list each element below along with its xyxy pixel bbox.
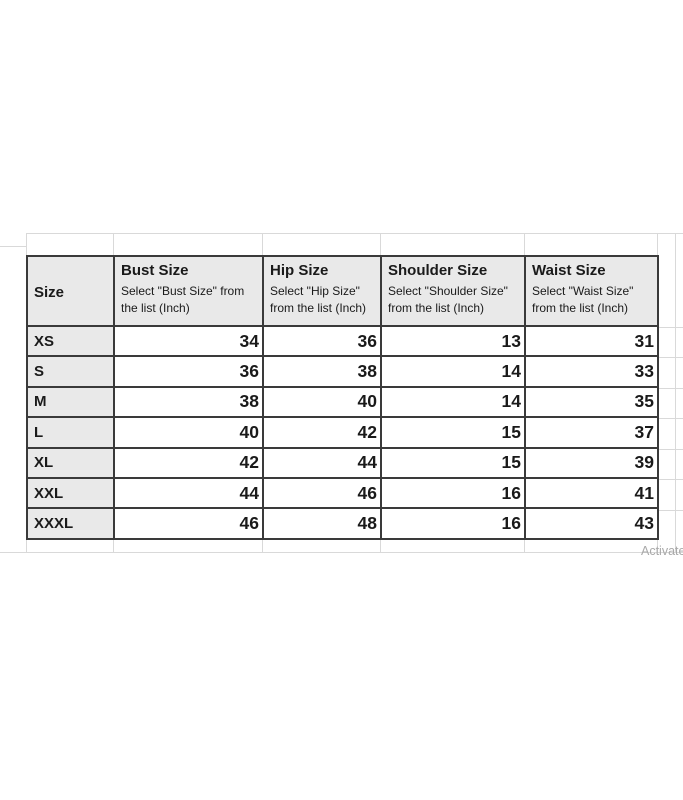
gridline (657, 388, 683, 389)
waist-value-cell: 43 (524, 507, 659, 540)
gridline (657, 449, 683, 450)
gridline (262, 540, 263, 553)
header-title: Shoulder Size (388, 262, 488, 279)
gridline (657, 540, 658, 553)
size-row: XL 42 44 15 39 (26, 446, 659, 479)
shoulder-value-cell: 15 (380, 416, 526, 449)
column-header-size: Size (26, 255, 115, 327)
waist-value-cell: 31 (524, 324, 659, 358)
gridline (113, 233, 114, 255)
gridline (113, 540, 114, 553)
size-row: XS 34 36 13 31 (26, 324, 659, 358)
shoulder-value-cell: 16 (380, 507, 526, 540)
gridline (26, 233, 27, 255)
header-subtitle: Select "Waist Size" from the list (Inch) (532, 284, 634, 315)
size-label-cell: XS (26, 324, 115, 358)
shoulder-value-cell: 13 (380, 324, 526, 358)
waist-value-cell: 41 (524, 476, 659, 510)
gridline (675, 233, 676, 552)
bust-value-cell: 38 (113, 385, 264, 419)
gridline (26, 540, 27, 553)
shoulder-value-cell: 14 (380, 355, 526, 388)
header-subtitle: Select "Hip Size" from the list (Inch) (270, 284, 367, 315)
gridline (657, 479, 683, 480)
gridline (657, 510, 683, 511)
column-header-hip: Hip Size Select "Hip Size" from the list… (262, 255, 382, 327)
gridline (262, 233, 263, 255)
header-subtitle: Select "Bust Size" from the list (Inch) (121, 284, 245, 315)
hip-value-cell: 42 (262, 416, 382, 449)
activate-windows-watermark: Activate (641, 544, 683, 558)
gridline (657, 327, 683, 328)
hip-value-cell: 36 (262, 324, 382, 358)
size-row: L 40 42 15 37 (26, 416, 659, 449)
size-label-cell: XXXL (26, 507, 115, 540)
waist-value-cell: 39 (524, 446, 659, 479)
gridline (0, 552, 683, 553)
gridline (380, 233, 381, 255)
size-label-cell: L (26, 416, 115, 449)
column-header-shoulder: Shoulder Size Select "Shoulder Size" fro… (380, 255, 526, 327)
size-row: M 38 40 14 35 (26, 385, 659, 419)
gridline (657, 357, 683, 358)
gridline (380, 540, 381, 553)
gridline (524, 540, 525, 553)
waist-value-cell: 35 (524, 385, 659, 419)
hip-value-cell: 38 (262, 355, 382, 388)
header-title: Bust Size (121, 262, 189, 279)
header-title: Hip Size (270, 262, 329, 279)
header-title: Waist Size (532, 262, 606, 279)
bust-value-cell: 36 (113, 355, 264, 388)
header-title: Size (34, 283, 65, 301)
bust-value-cell: 42 (113, 446, 264, 479)
gridline (0, 246, 26, 247)
size-row: S 36 38 14 33 (26, 355, 659, 388)
bust-value-cell: 44 (113, 476, 264, 510)
header-row: Size Bust Size Select "Bust Size" from t… (26, 255, 659, 327)
waist-value-cell: 37 (524, 416, 659, 449)
header-subtitle: Select "Shoulder Size" from the list (In… (388, 284, 508, 315)
gridline (524, 233, 525, 255)
size-row: XXXL 46 48 16 43 (26, 507, 659, 540)
hip-value-cell: 40 (262, 385, 382, 419)
gridline (657, 418, 683, 419)
size-label-cell: S (26, 355, 115, 388)
hip-value-cell: 48 (262, 507, 382, 540)
size-chart-table: Size Bust Size Select "Bust Size" from t… (26, 255, 659, 540)
shoulder-value-cell: 15 (380, 446, 526, 479)
gridline (26, 233, 683, 234)
size-label-cell: M (26, 385, 115, 419)
shoulder-value-cell: 16 (380, 476, 526, 510)
hip-value-cell: 46 (262, 476, 382, 510)
size-row: XXL 44 46 16 41 (26, 476, 659, 510)
waist-value-cell: 33 (524, 355, 659, 388)
bust-value-cell: 40 (113, 416, 264, 449)
size-label-cell: XXL (26, 476, 115, 510)
size-label-cell: XL (26, 446, 115, 479)
bust-value-cell: 46 (113, 507, 264, 540)
gridline (657, 233, 658, 255)
shoulder-value-cell: 14 (380, 385, 526, 419)
column-header-waist: Waist Size Select "Waist Size" from the … (524, 255, 659, 327)
column-header-bust: Bust Size Select "Bust Size" from the li… (113, 255, 264, 327)
bust-value-cell: 34 (113, 324, 264, 358)
hip-value-cell: 44 (262, 446, 382, 479)
